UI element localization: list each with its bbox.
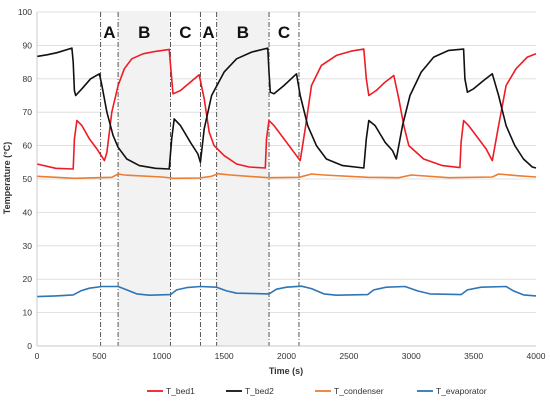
x-tick-label: 2000 (277, 351, 296, 361)
legend-entry-label: T_bed2 (245, 386, 274, 396)
phase-label: C (278, 23, 290, 42)
series-line-t-bed1 (36, 48, 537, 170)
x-tick-label: 3000 (402, 351, 421, 361)
y-tick-label: 100 (18, 7, 32, 17)
legend: T_bed1 T_bed2 T_condenser T_evaporator (147, 386, 487, 396)
x-tick-label: 1000 (152, 351, 171, 361)
legend-entry-label: T_condenser (334, 386, 384, 396)
y-tick-label: 20 (23, 274, 33, 284)
phase-label: B (237, 23, 249, 42)
series-lines (36, 47, 537, 298)
shaded-phase-region (118, 12, 171, 346)
y-tick-label: 90 (23, 40, 33, 50)
shaded-phase-region (216, 12, 270, 346)
legend-entry-label: T_evaporator (436, 386, 487, 396)
x-tick-label: 1500 (215, 351, 234, 361)
phase-label: A (103, 23, 115, 42)
y-tick-label: 80 (23, 74, 33, 84)
grid-lines (37, 11, 536, 347)
y-tick-label: 50 (23, 174, 33, 184)
phase-label: A (202, 23, 214, 42)
y-tick-label: 10 (23, 308, 33, 318)
x-tick-label: 2500 (339, 351, 358, 361)
x-tick-label: 3500 (464, 351, 483, 361)
x-tick-label: 500 (92, 351, 106, 361)
y-tick-label: 60 (23, 141, 33, 151)
x-axis-label: Time (s) (269, 366, 303, 376)
y-tick-label: 0 (27, 341, 32, 351)
y-axis-label: Temperature (°C) (2, 142, 12, 214)
phase-label: B (138, 23, 150, 42)
phase-label: C (179, 23, 191, 42)
y-tick-label: 70 (23, 107, 33, 117)
series-line-t-condenser (36, 172, 537, 180)
x-tick-label: 0 (35, 351, 40, 361)
y-tick-label: 30 (23, 241, 33, 251)
y-tick-label: 40 (23, 207, 33, 217)
x-tick-label: 4000 (527, 351, 546, 361)
series-line-t-evaporator (36, 285, 537, 298)
legend-entry-label: T_bed1 (166, 386, 195, 396)
series-line-t-bed2 (36, 47, 537, 170)
